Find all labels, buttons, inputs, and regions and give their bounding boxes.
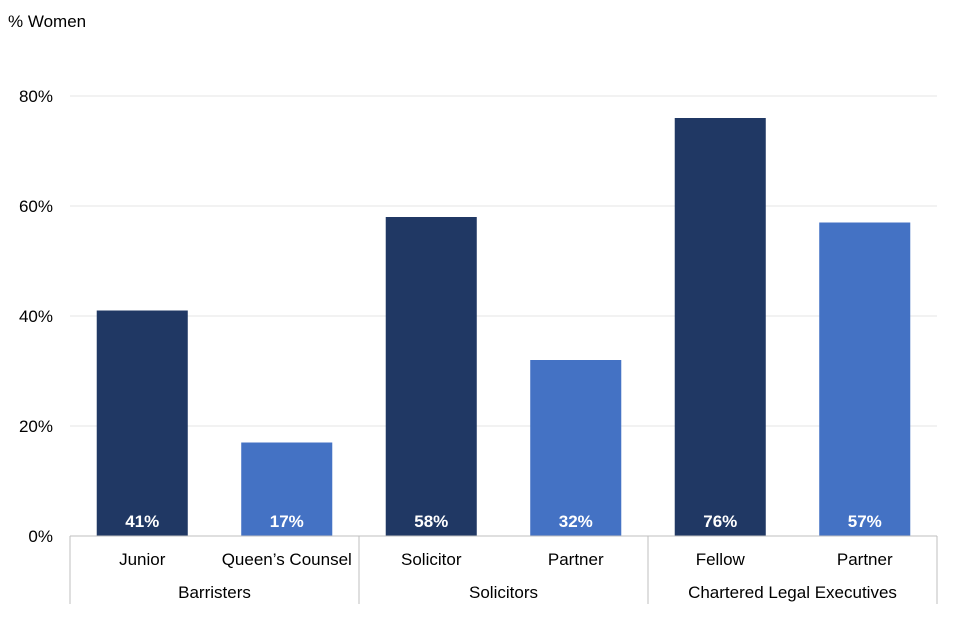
category-label: Partner (548, 550, 604, 569)
gridlines (70, 95, 937, 427)
data-label: 76% (703, 512, 737, 531)
bar (819, 222, 911, 536)
bar (385, 217, 477, 536)
data-label: 41% (125, 512, 159, 531)
data-label: 32% (559, 512, 593, 531)
category-label: Fellow (696, 550, 746, 569)
bar (674, 118, 766, 536)
y-tick-label: 40% (19, 307, 53, 326)
y-tick-label: 0% (28, 527, 53, 546)
group-label: Solicitors (469, 583, 538, 602)
bar (530, 360, 622, 536)
y-tick-labels: 0% 20% 40% 60% 80% (19, 87, 53, 546)
category-label: Junior (119, 550, 166, 569)
group-label: Barristers (178, 583, 251, 602)
data-label: 57% (848, 512, 882, 531)
bars: 41% 17% 58% 32% 76% 57% (96, 118, 911, 536)
y-tick-label: 20% (19, 417, 53, 436)
y-tick-label: 60% (19, 197, 53, 216)
bar (241, 442, 333, 536)
y-axis-title: % Women (8, 12, 86, 31)
bar (96, 310, 188, 536)
data-label: 17% (270, 512, 304, 531)
category-label: Solicitor (401, 550, 462, 569)
category-label: Queen’s Counsel (222, 550, 352, 569)
group-label: Chartered Legal Executives (688, 583, 897, 602)
category-label: Partner (837, 550, 893, 569)
data-label: 58% (414, 512, 448, 531)
x-axis: Junior Queen’s Counsel Solicitor Partner Fel… (69, 535, 938, 604)
y-tick-label: 80% (19, 87, 53, 106)
